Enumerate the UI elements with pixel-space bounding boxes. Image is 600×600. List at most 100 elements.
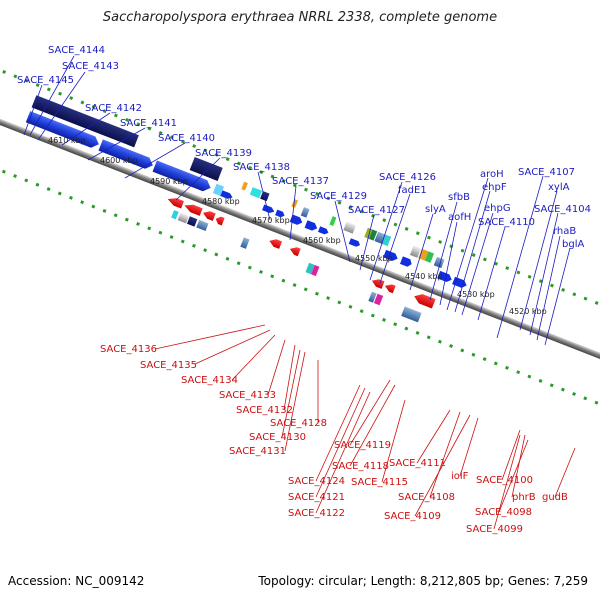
gene-label: iolF: [451, 471, 469, 482]
gene-label: rhaB: [553, 226, 576, 237]
kbp-label: 4590 kbp: [150, 177, 188, 186]
gene-block-multicolor: [424, 251, 435, 263]
gene-block-navy: [31, 95, 139, 148]
forward-gene-labels: SACE_4144 SACE_4143 SACE_4145 SACE_4142 …: [17, 45, 591, 250]
kbp-label: 4560 kbp: [303, 236, 341, 245]
gene-arrow-forward: [25, 111, 99, 148]
gene-block-orange: [291, 199, 299, 208]
gene-label: SACE_4111: [389, 458, 446, 469]
gene-label: SACE_4137: [272, 176, 329, 187]
gene-block-magenta: [373, 293, 384, 306]
gene-label: SACE_4109: [384, 511, 441, 522]
kbp-label: 4610 kbp: [48, 136, 86, 145]
gene-label: bglA: [562, 239, 584, 250]
forward-leader-lines: [23, 55, 571, 346]
gene-label: SACE_4115: [351, 477, 408, 488]
gene-arrow-reverse: [384, 284, 396, 294]
gene-block-olive: [364, 227, 373, 239]
gene-label: ehpG: [484, 203, 511, 214]
gene-arrow-forward: [304, 220, 318, 231]
gene-label: SACE_4143: [62, 61, 119, 72]
gene-block-navy: [186, 216, 198, 227]
gene-label: SACE_4144: [48, 45, 105, 56]
gene-label: SACE_4110: [478, 217, 535, 228]
map-title: Saccharopolyspora erythraea NRRL 2338, c…: [102, 10, 498, 25]
gene-block-gray: [343, 221, 356, 234]
gene-arrow-forward: [220, 190, 233, 199]
gene-block-gray: [409, 245, 421, 258]
kbp-label: 4600 kbp: [100, 156, 138, 165]
gene-arrow-reverse: [184, 204, 203, 216]
gene-label: SACE_4138: [233, 162, 290, 173]
gene-block-multicolor: [418, 248, 429, 261]
gene-arrow-reverse: [371, 279, 385, 289]
gene-arrow-forward: [348, 238, 361, 247]
gene-block-steel: [300, 207, 310, 218]
gene-label: SACE_4141: [120, 118, 177, 129]
gene-label: gudB: [542, 492, 568, 503]
gene-block-steel: [240, 237, 250, 249]
genome-summary: Topology: circular; Length: 8,212,805 bp…: [258, 574, 588, 588]
kbp-ticks: 4610 kbp 4600 kbp 4590 kbp 4580 kbp 4570…: [48, 136, 547, 316]
gene-label: SACE_4127: [348, 205, 405, 216]
gene-label: SACE_4128: [270, 418, 327, 429]
gene-arrow-forward: [452, 276, 467, 288]
gene-label: SACE_4098: [475, 507, 532, 518]
gene-label: SACE_4132: [236, 405, 293, 416]
gene-label: fadE1: [398, 185, 427, 196]
gene-label: SACE_4136: [100, 344, 157, 355]
gene-label: SACE_4140: [158, 133, 215, 144]
gene-label: SACE_4099: [466, 524, 523, 535]
gene-arrow-reverse: [414, 294, 436, 309]
gene-block-green: [329, 216, 337, 226]
gene-label: SACE_4100: [476, 475, 533, 486]
reverse-gene-labels: SACE_4136 SACE_4135 SACE_4134 SACE_4133 …: [100, 344, 568, 535]
gene-arrow-forward: [262, 204, 275, 213]
gene-block-green: [368, 229, 378, 241]
gene-label: SACE_4131: [229, 446, 286, 457]
gene-block-gray: [177, 212, 189, 224]
gene-block-magenta: [311, 264, 320, 277]
gene-label: sfbB: [448, 192, 470, 203]
gene-label: slyA: [425, 204, 446, 215]
kbp-label: 4520 kbp: [509, 307, 547, 316]
gene-label: SACE_4122: [288, 508, 345, 519]
gene-label: SACE_4145: [17, 75, 74, 86]
gene-label: SACE_4130: [249, 432, 306, 443]
gene-label: SACE_4134: [181, 375, 238, 386]
gene-arrow-forward: [383, 249, 398, 261]
gene-label: SACE_4118: [332, 461, 389, 472]
gene-block-steel: [401, 306, 422, 323]
gene-label: SACE_4139: [195, 148, 252, 159]
reverse-leader-lines: [154, 324, 576, 530]
gene-label: SACE_4108: [398, 492, 455, 503]
gene-label: SACE_4119: [334, 440, 391, 451]
gene-label: aroH: [480, 169, 504, 180]
genome-backbone: [0, 106, 600, 395]
gene-arrow-reverse: [269, 239, 283, 249]
gene-label: SACE_4142: [85, 103, 142, 114]
gene-arrow-forward: [399, 256, 412, 267]
gene-label: SACE_4104: [534, 204, 591, 215]
gene-label: phrB: [512, 492, 536, 503]
gene-label: ehpF: [482, 182, 507, 193]
gene-arrow-reverse: [215, 216, 225, 226]
gene-arrow-reverse: [289, 247, 301, 257]
gene-block-cyan: [381, 234, 392, 247]
gene-arrow-forward: [152, 160, 211, 192]
gene-label: SACE_4107: [518, 167, 575, 178]
kbp-label: 4530 kbp: [457, 290, 495, 299]
gene-arrow-forward: [317, 226, 329, 235]
kbp-label: 4550 kbp: [355, 254, 393, 263]
gene-block-orange: [241, 181, 248, 191]
gene-block-cyan: [249, 187, 263, 199]
gene-arrow-reverse: [203, 211, 216, 221]
gene-block-light-blue: [212, 183, 224, 196]
gene-label: xylA: [548, 182, 570, 193]
kbp-label: 4570 kbp: [252, 216, 290, 225]
gene-label: SACE_4133: [219, 390, 276, 401]
gene-block-cyan: [171, 210, 179, 220]
gene-label: SACE_4135: [140, 360, 197, 371]
gene-block-navy: [189, 157, 223, 181]
